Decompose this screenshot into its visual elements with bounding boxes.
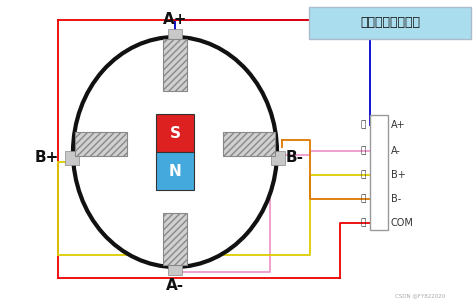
Text: B-: B- (286, 150, 304, 165)
Text: COM: COM (391, 218, 414, 228)
Text: N: N (169, 164, 182, 178)
Text: S: S (170, 126, 181, 140)
Bar (271, 151, 285, 165)
Bar (75, 132, 127, 156)
Text: 橙: 橙 (361, 195, 366, 203)
Text: 五线四相步进电机: 五线四相步进电机 (360, 16, 420, 29)
Text: A+: A+ (163, 12, 187, 26)
Bar (163, 213, 187, 265)
FancyBboxPatch shape (309, 7, 471, 39)
Text: 黄: 黄 (361, 171, 366, 179)
Text: 粉: 粉 (361, 147, 366, 156)
Text: A-: A- (166, 278, 184, 292)
Text: B+: B+ (391, 170, 406, 180)
Text: 红: 红 (361, 219, 366, 227)
Text: B+: B+ (35, 150, 59, 165)
Text: 蓝: 蓝 (361, 120, 366, 130)
Bar (156, 114, 194, 152)
Bar (223, 132, 275, 156)
Ellipse shape (73, 37, 277, 267)
Text: CSDN @FY822020: CSDN @FY822020 (395, 293, 445, 298)
Bar (168, 261, 182, 275)
Text: B-: B- (391, 194, 401, 204)
Bar (156, 152, 194, 190)
Bar (370, 115, 388, 230)
Bar (65, 151, 79, 165)
Text: A+: A+ (391, 120, 406, 130)
Bar (163, 39, 187, 91)
Bar (168, 29, 182, 43)
Text: A-: A- (391, 146, 401, 156)
